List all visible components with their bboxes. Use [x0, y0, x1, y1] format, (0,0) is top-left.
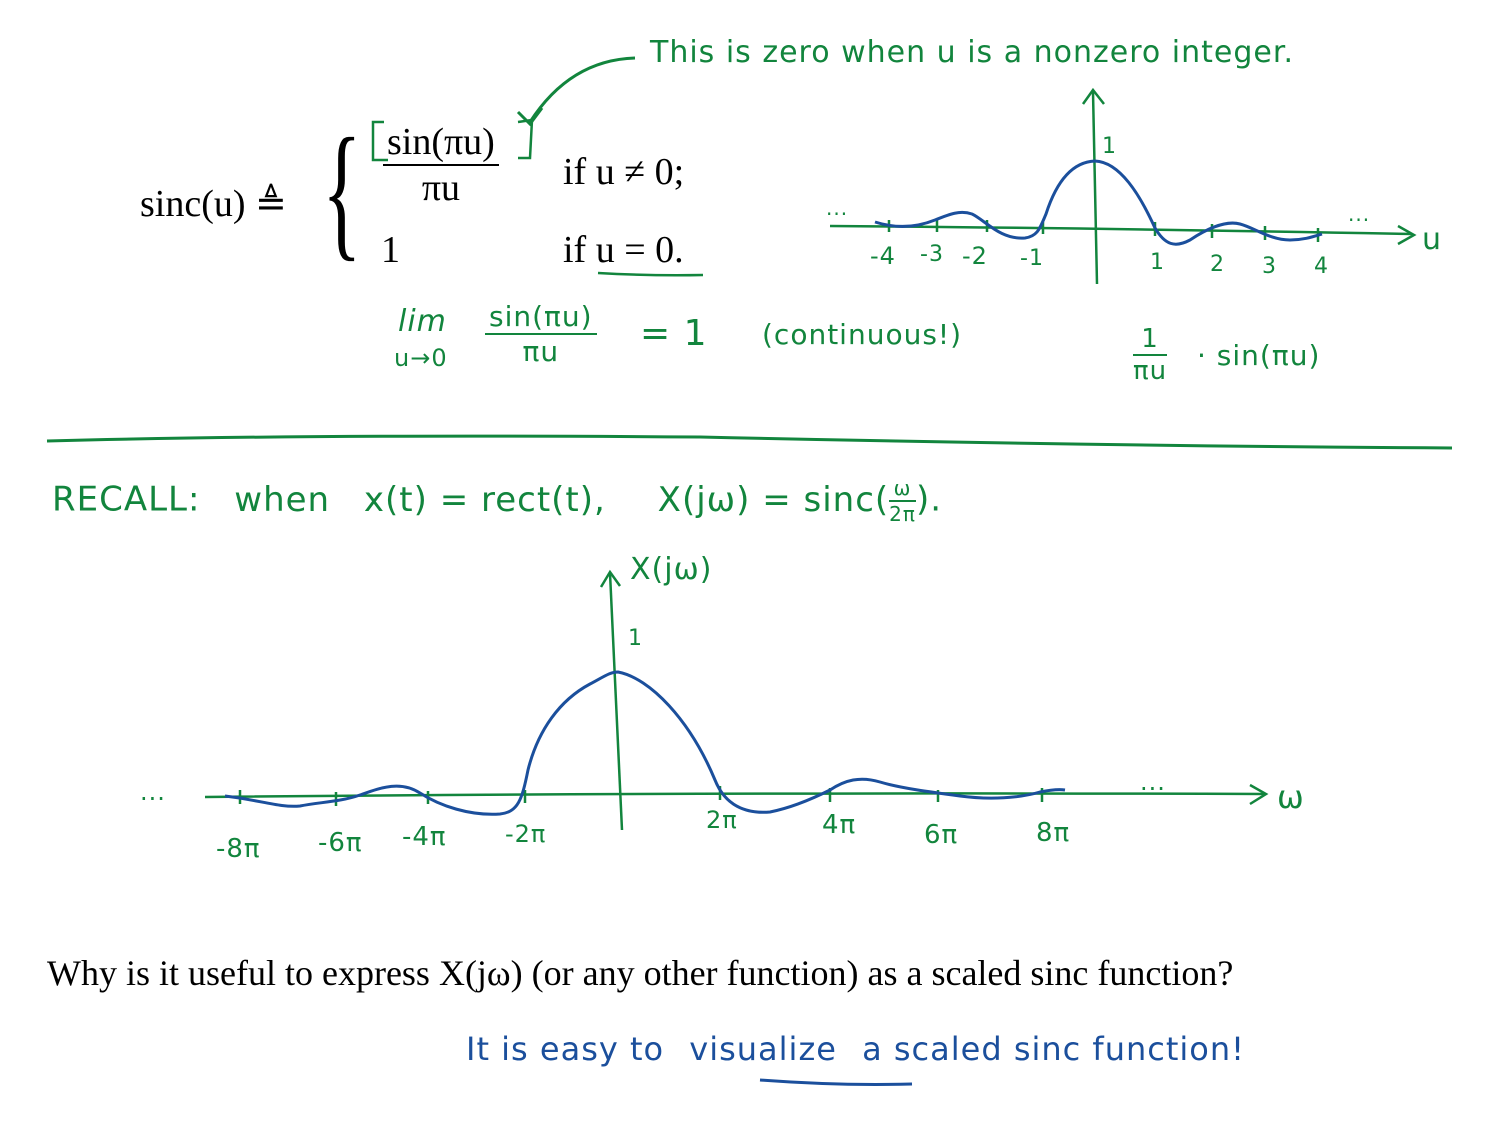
right-bracket	[517, 118, 534, 160]
small-sinc-curve	[874, 159, 1323, 246]
left-brace: {	[322, 108, 362, 274]
limit-lim: lim	[398, 304, 447, 339]
small-tick-label: 4	[1314, 254, 1329, 279]
case2-value: 1	[381, 229, 400, 271]
big-plot-axes	[204, 569, 1269, 831]
small-tick-label: 2	[1210, 252, 1225, 277]
case1-fraction: sin(πu) πu	[383, 120, 499, 210]
big-tick-label: -8π	[216, 834, 261, 864]
small-plot-axis-label: u	[1422, 222, 1443, 257]
recall-pair: x(t) = rect(t),	[363, 479, 606, 520]
product-numerator: 1	[1141, 324, 1159, 354]
answer-part2: a scaled sinc function!	[862, 1030, 1245, 1068]
big-plot-dots-left: ...	[140, 778, 166, 806]
product-denominator: πu	[1133, 356, 1168, 386]
big-plot-peak-label: 1	[628, 626, 643, 651]
big-plot-y-label: X(jω)	[630, 552, 713, 587]
big-tick-label: 2π	[706, 806, 738, 834]
note-arrow-head	[516, 107, 544, 127]
big-plot-x-label: ω	[1277, 778, 1305, 816]
small-plot-dots-right: ...	[1348, 202, 1371, 226]
small-tick-label: -3	[920, 242, 944, 267]
fraction-bar	[383, 164, 499, 166]
left-bracket	[371, 120, 388, 162]
small-tick-label: 3	[1262, 254, 1277, 279]
big-tick-label: -2π	[505, 820, 547, 848]
limit-subscript: u→0	[394, 344, 448, 372]
big-tick-label: -4π	[402, 822, 447, 852]
small-plot-peak-label: 1	[1102, 134, 1117, 159]
small-tick-label: -2	[962, 242, 988, 270]
recall-close: ).	[915, 479, 943, 520]
case1-numerator: sin(πu)	[387, 121, 495, 163]
question-text: Why is it useful to express X(jω) (or an…	[47, 953, 1234, 993]
big-tick-label: 8π	[1036, 818, 1071, 848]
zero-note: This is zero when u is a nonzero integer…	[650, 35, 1294, 70]
product-fraction: 1 πu	[1133, 324, 1168, 386]
small-tick-label: -1	[1020, 246, 1044, 271]
case2-condition: if u = 0.	[563, 229, 684, 271]
product-rest: · sin(πu)	[1197, 339, 1321, 372]
big-tick-label: -6π	[318, 828, 363, 858]
limit-bar	[485, 333, 597, 335]
answer-line: It is easy to visualize a scaled sinc fu…	[466, 1030, 1245, 1068]
recall-frac-num: ω	[893, 476, 912, 500]
big-tick-label: 4π	[822, 810, 857, 840]
answer-underlined: visualize	[689, 1030, 837, 1068]
recall-transform: X(jω) = sinc(	[657, 479, 890, 520]
recall-when: when	[234, 479, 331, 520]
product-bar	[1133, 354, 1168, 356]
small-tick-label: 1	[1150, 250, 1165, 275]
note-arrow	[528, 56, 636, 123]
limit-equals: = 1	[640, 313, 708, 354]
limit-denominator: πu	[522, 335, 560, 368]
big-plot-dots-right: ...	[1140, 768, 1166, 796]
recall-frac-den: 2π	[889, 502, 916, 526]
section-divider	[46, 434, 1453, 450]
limit-numerator: sin(πu)	[489, 300, 593, 333]
recall-frac-bar	[889, 500, 916, 502]
big-tick-label: 6π	[924, 820, 959, 850]
recall-prefix: RECALL:	[52, 479, 201, 520]
case2-underline	[597, 271, 704, 277]
visualize-underline	[759, 1078, 913, 1086]
continuous-note: (continuous!)	[762, 318, 963, 351]
answer-part1: It is easy to	[466, 1030, 665, 1068]
limit-fraction: sin(πu) πu	[485, 300, 597, 368]
recall-line: RECALL: when x(t) = rect(t), X(jω) = sin…	[52, 476, 942, 526]
sinc-lhs: sinc(u) ≜	[140, 183, 287, 225]
recall-fraction: ω 2π	[889, 476, 916, 526]
case1-condition: if u ≠ 0;	[563, 151, 685, 193]
small-tick-label: -4	[870, 242, 896, 270]
big-sinc-curve	[224, 670, 1066, 816]
small-plot-dots-left: ...	[826, 196, 849, 220]
case1-denominator: πu	[421, 167, 461, 209]
